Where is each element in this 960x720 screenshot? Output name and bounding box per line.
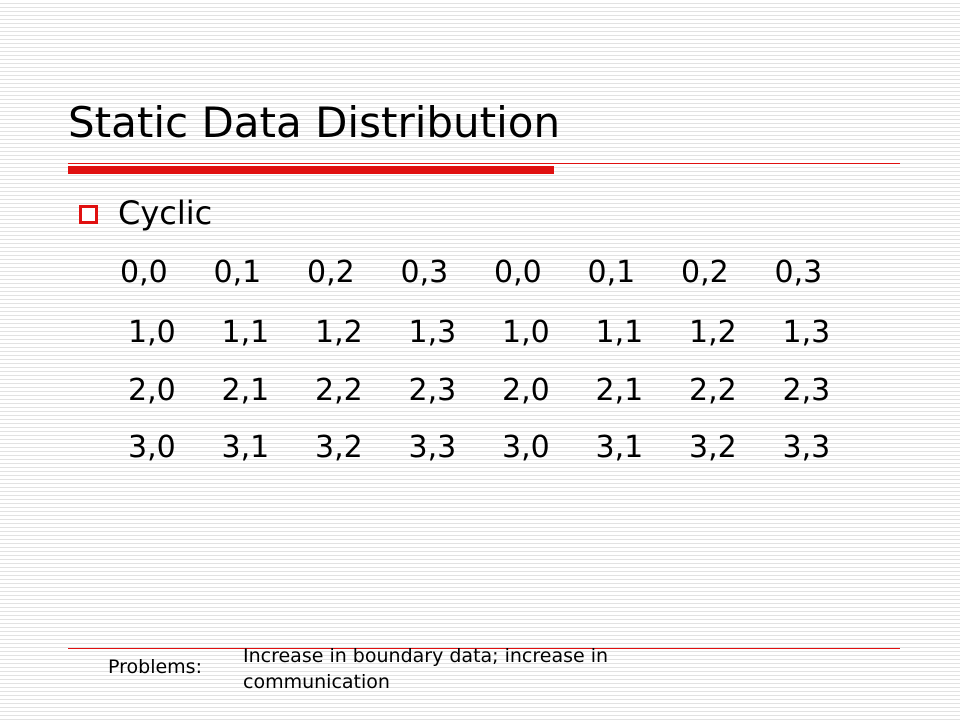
grid-cell: 0,1 [587, 255, 636, 290]
bullet-text: Cyclic [118, 194, 213, 232]
grid-cell: 0,2 [681, 255, 729, 290]
grid-cell: 0,2 [307, 255, 355, 290]
grid-cell: 2,0 [128, 373, 176, 408]
grid-cell: 2,0 [502, 373, 550, 408]
grid-cell: 2,3 [408, 373, 457, 408]
slide-title: Static Data Distribution [68, 98, 561, 147]
grid-cell: 3,2 [315, 430, 363, 465]
grid-cell: 3,3 [782, 430, 831, 465]
grid-cell: 1,1 [221, 315, 270, 350]
grid-cell: 3,0 [128, 430, 176, 465]
grid-cell: 2,1 [595, 373, 644, 408]
grid-cell: 3,0 [502, 430, 550, 465]
grid-cell: 2,3 [782, 373, 831, 408]
grid-cell: 1,3 [782, 315, 831, 350]
grid-cell: 3,1 [595, 430, 644, 465]
grid-cell: 0,1 [213, 255, 262, 290]
grid-cell: 0,3 [400, 255, 449, 290]
grid-cell: 3,1 [221, 430, 270, 465]
grid-cell: 2,1 [221, 373, 270, 408]
grid-cell: 1,1 [595, 315, 644, 350]
footer-rule [68, 648, 900, 649]
grid-cell: 1,2 [689, 315, 737, 350]
grid-cell: 1,0 [502, 315, 550, 350]
footer-note: Increase in boundary data; increase in c… [243, 645, 609, 693]
grid-cell: 0,0 [120, 255, 168, 290]
grid-cell: 0,3 [774, 255, 823, 290]
title-rule [68, 163, 900, 164]
grid-cell: 2,2 [689, 373, 737, 408]
grid-cell: 0,0 [494, 255, 542, 290]
grid-cell: 2,2 [315, 373, 363, 408]
grid-cell: 1,3 [408, 315, 457, 350]
grid-cell: 3,3 [408, 430, 457, 465]
bullet-icon [79, 205, 98, 224]
title-rule-accent [68, 166, 554, 174]
footer-label: Problems: [108, 656, 202, 678]
grid-cell: 1,0 [128, 315, 176, 350]
grid-cell: 3,2 [689, 430, 737, 465]
grid-cell: 1,2 [315, 315, 363, 350]
